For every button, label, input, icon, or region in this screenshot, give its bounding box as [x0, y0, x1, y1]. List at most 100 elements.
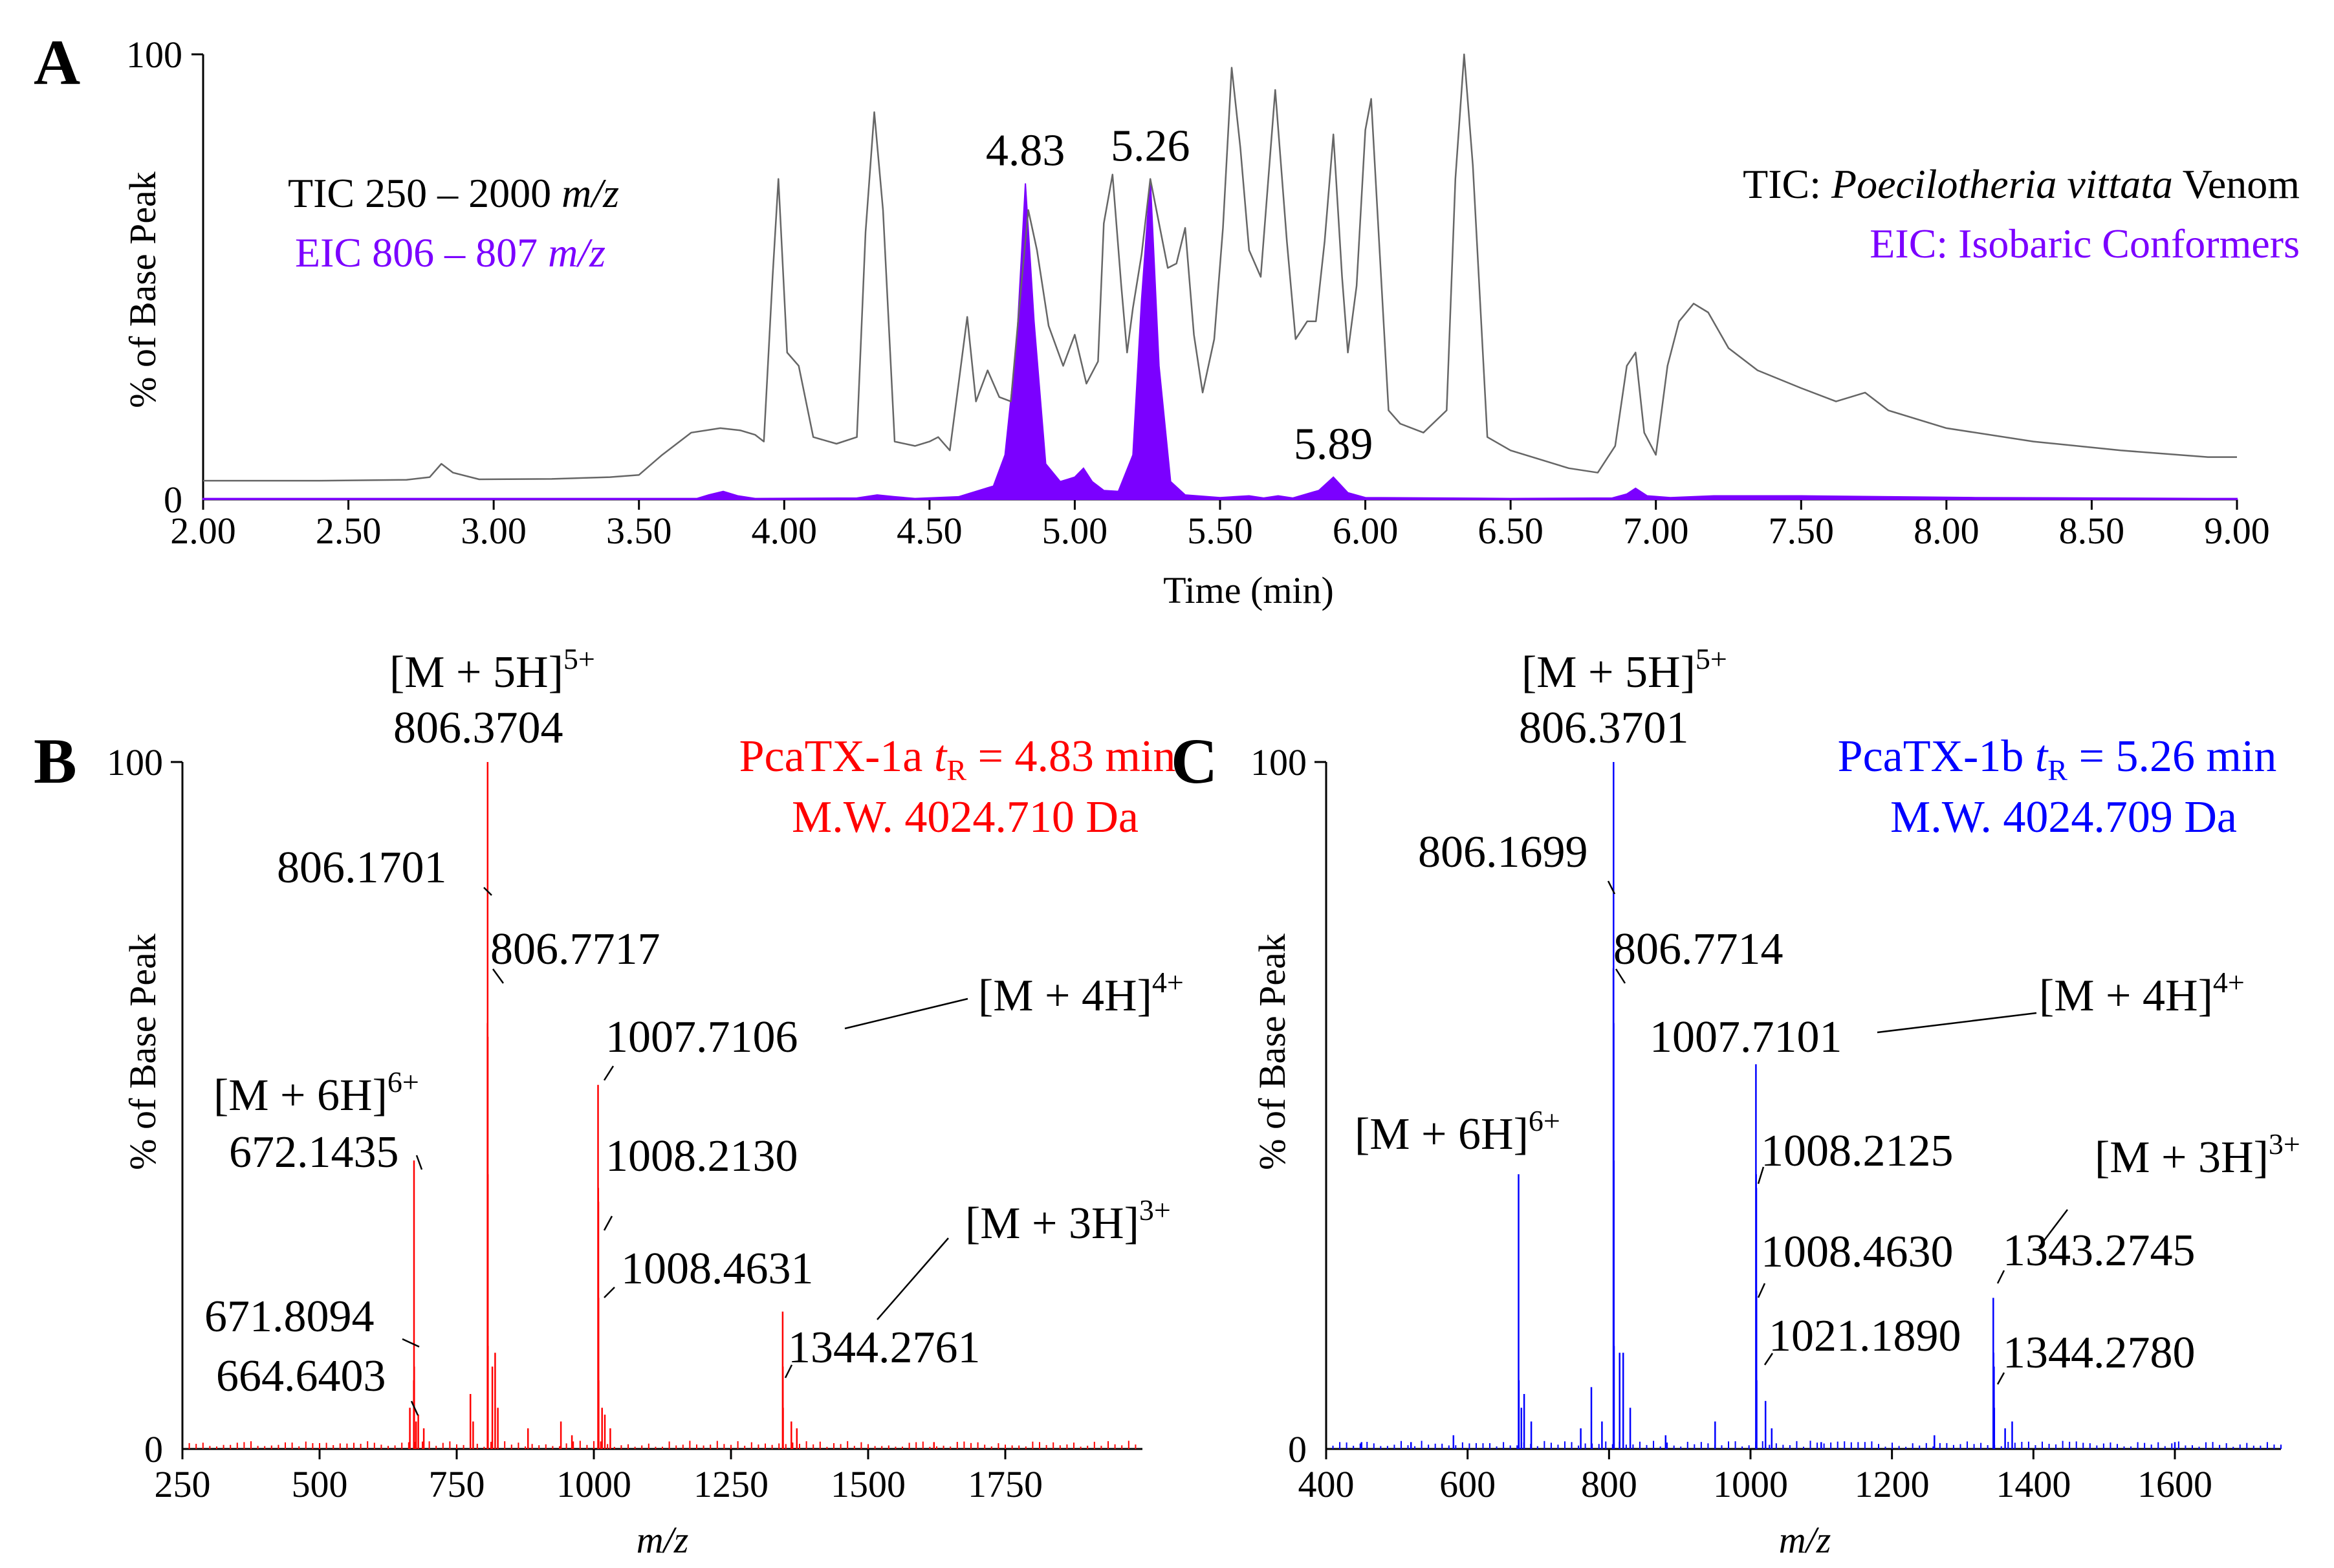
panel-c-x-ticks: 400 600 800 1000 1200 1400 1600	[1298, 1449, 2212, 1505]
panel-c-label-1007-7101: 1007.7101	[1650, 1012, 1842, 1062]
panel-c-leader-1344-2780	[1996, 1372, 2005, 1385]
panel-letter-c: C	[1171, 725, 1217, 797]
panel-c-ion-5h: [M + 5H]5+	[1521, 642, 1727, 697]
panel-c-label-1343-2745: 1343.2745	[2003, 1226, 2196, 1276]
panel-b-x-ticks: 250 500 750 1000 1250 1500 1750	[155, 1449, 1043, 1505]
panel-c-ion-6h: [M + 6H]6+	[1355, 1104, 1560, 1159]
peak-label-5-89: 5.89	[1294, 420, 1373, 470]
legend-eic-conformers: EIC: Isobaric Conformers	[1870, 221, 2300, 267]
panel-b-xtick-label-250: 250	[155, 1463, 211, 1505]
panel-c-label-806-7714: 806.7714	[1613, 924, 1783, 974]
legend-tic-species: TIC: Poecilotheria vittata Venom	[1743, 161, 2300, 207]
panel-b-xtick-label-750: 750	[429, 1463, 485, 1505]
panel-a-xlabel: Time (min)	[1163, 569, 1334, 611]
panel-c-label-1344-2780: 1344.2780	[2003, 1328, 2196, 1378]
panel-b-leader-806-1701	[483, 887, 492, 896]
panel-c-leader-806-1699	[1607, 880, 1616, 895]
panel-b-ion-5h: [M + 5H]5+	[389, 642, 595, 697]
panel-c-leader-3h	[2038, 1209, 2068, 1248]
panel-b-title-line2: M.W. 4024.710 Da	[792, 792, 1139, 842]
panel-c-ytick-label-0: 0	[1288, 1428, 1307, 1470]
panel-c-leader-1343-2745	[1996, 1270, 2005, 1284]
panel-a-xtick-label-2-50: 2.50	[316, 510, 382, 552]
panel-a-xtick-label-5-50: 5.50	[1187, 510, 1253, 552]
panel-c-ion-3h: [M + 3H]3+	[2095, 1127, 2300, 1182]
panel-c-xtick-label-1400: 1400	[1996, 1463, 2071, 1505]
panel-b-label-806-1701: 806.1701	[277, 843, 447, 893]
panel-a-xtick-label-5-00: 5.00	[1042, 510, 1108, 552]
panel-b-label-806-7717: 806.7717	[490, 924, 660, 974]
panel-b-ion-3h: [M + 3H]3+	[965, 1193, 1171, 1248]
panel-b-spectrum	[188, 762, 1137, 1449]
panel-c-leader-1021-1890	[1763, 1353, 1774, 1366]
panel-a-xtick-label-3-50: 3.50	[606, 510, 672, 552]
panel-a-xtick-label-4-00: 4.00	[752, 510, 818, 552]
panel-c: C % of Base Peak 100 0 400 600 800 1000 1200…	[1171, 642, 2300, 1561]
panel-b-ylabel: % of Base Peak	[122, 933, 164, 1170]
panel-a-x-ticks: 2.00 2.50 3.00 3.50 4.00 4.50 5.00 5.50 6.00 6.50…	[170, 499, 2270, 552]
panel-c-label-806-3701: 806.3701	[1519, 703, 1689, 753]
panel-b-leader-1008-4631	[604, 1287, 615, 1298]
panel-a-xtick-label-4-50: 4.50	[897, 510, 963, 552]
panel-b-leader-1344-2761	[784, 1364, 793, 1378]
panel-a-xtick-label-2-00: 2.00	[170, 510, 236, 552]
panel-b-ytick-label-0: 0	[144, 1428, 163, 1470]
panel-c-label-1008-2125: 1008.2125	[1761, 1126, 1954, 1176]
panel-c-title-line2: M.W. 4024.709 Da	[1890, 792, 2237, 842]
panel-c-xtick-label-1600: 1600	[2137, 1463, 2212, 1505]
panel-b-ion-6h: [M + 6H]6+	[213, 1065, 419, 1120]
panel-c-ion-4h: [M + 4H]4+	[2039, 966, 2245, 1021]
panel-c-leader-1008-4630	[1757, 1283, 1766, 1298]
panel-c-label-1008-4630: 1008.4630	[1761, 1227, 1954, 1277]
panel-b-label-806-3704: 806.3704	[393, 703, 563, 753]
peak-label-4-83: 4.83	[986, 126, 1065, 176]
panel-a-xtick-label-3-00: 3.00	[461, 510, 527, 552]
legend-tic-range: TIC 250 – 2000 m/z	[288, 170, 619, 216]
panel-c-leader-4h	[1877, 1012, 2037, 1034]
panel-c-ylabel: % of Base Peak	[1251, 933, 1293, 1170]
panel-b-xtick-label-500: 500	[292, 1463, 348, 1505]
panel-a-ytick-label-100: 100	[126, 34, 182, 76]
panel-b-label-1007-7106: 1007.7106	[605, 1012, 798, 1062]
panel-c-leader-lines	[1607, 880, 2068, 1385]
panel-b-leader-672-1435	[415, 1155, 423, 1170]
panel-c-xtick-label-800: 800	[1581, 1463, 1637, 1505]
peak-label-5-26: 5.26	[1111, 122, 1190, 171]
panel-b-label-664-6403: 664.6403	[216, 1351, 386, 1401]
panel-b-label-1008-4631: 1008.4631	[621, 1244, 814, 1294]
panel-c-xtick-label-1000: 1000	[1713, 1463, 1788, 1505]
panel-b-label-1008-2130: 1008.2130	[605, 1131, 798, 1181]
panel-c-leader-806-7714	[1615, 968, 1626, 984]
panel-a-xtick-label-8-00: 8.00	[1914, 510, 1980, 552]
panel-b-leader-671-8094	[402, 1338, 420, 1348]
panel-c-leader-1008-2125	[1757, 1166, 1765, 1184]
panel-letter-b: B	[34, 725, 77, 797]
panel-b-xtick-label-1500: 1500	[831, 1463, 906, 1505]
panel-letter-a: A	[34, 27, 80, 98]
panel-c-xtick-label-1200: 1200	[1855, 1463, 1930, 1505]
tic-trace	[203, 53, 2237, 482]
panel-a-xtick-label-6-50: 6.50	[1478, 510, 1543, 552]
panel-a-xtick-label-9-00: 9.00	[2204, 510, 2270, 552]
panel-c-title-line1: PcaTX-1b tR = 5.26 min	[1838, 732, 2277, 787]
panel-a-xtick-label-7-00: 7.00	[1623, 510, 1689, 552]
panel-b-title-line1: PcaTX-1a tR = 4.83 min	[739, 732, 1176, 787]
panel-b-ytick-label-100: 100	[107, 741, 163, 783]
panel-a-xtick-label-8-50: 8.50	[2059, 510, 2125, 552]
panel-c-xlabel: m/z	[1779, 1519, 1831, 1561]
panel-c-xtick-label-400: 400	[1298, 1463, 1355, 1505]
panel-a-ylabel: % of Base Peak	[122, 171, 164, 408]
panel-b-leader-4h	[844, 997, 968, 1030]
panel-c-ytick-label-100: 100	[1250, 741, 1307, 783]
panel-b-leader-1008-2130	[603, 1215, 613, 1231]
panel-b-leader-1007-7106	[603, 1065, 615, 1081]
legend-eic-range: EIC 806 – 807 m/z	[295, 230, 605, 276]
panel-c-spectrum	[1332, 762, 2282, 1449]
panel-b-leader-3h	[877, 1237, 949, 1320]
panel-a-xtick-label-6-00: 6.00	[1333, 510, 1399, 552]
panel-b-label-1344-2761: 1344.2761	[788, 1323, 981, 1373]
panel-b-xtick-label-1000: 1000	[556, 1463, 631, 1505]
panel-b-leader-806-7717	[492, 968, 505, 984]
panel-b: B % of Base Peak 100 0 250 500 750 1000 1250…	[34, 642, 1184, 1561]
